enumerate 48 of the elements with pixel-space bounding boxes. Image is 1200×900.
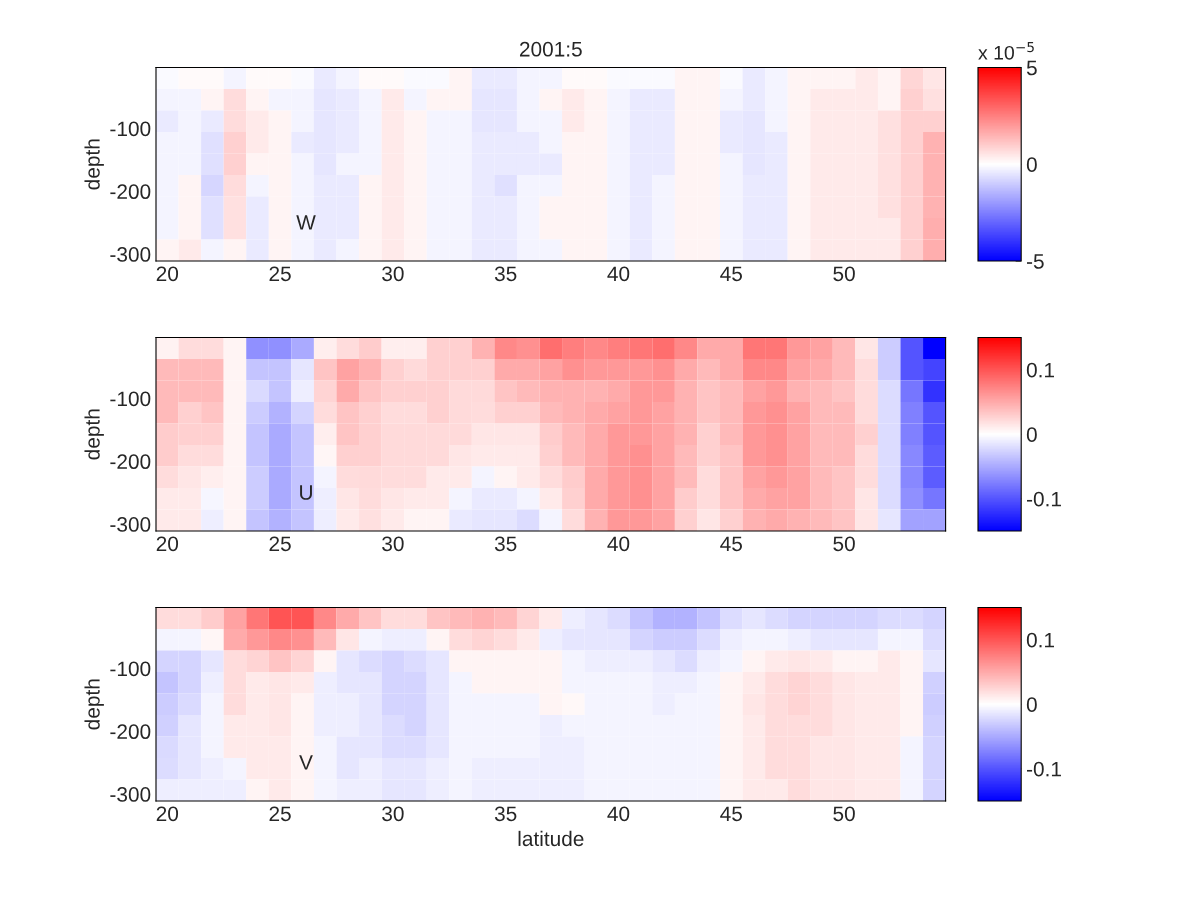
annotation: U — [300, 485, 312, 500]
x-tick-label: 50 — [833, 806, 855, 822]
x-tick-label: 20 — [156, 806, 179, 822]
x-tick-label: 40 — [607, 536, 630, 552]
x-tick-label: 30 — [382, 806, 404, 822]
color-bar-label: 0 — [1026, 427, 1037, 442]
color-bar-label: -0.1 — [1026, 491, 1061, 507]
x-tick-label: 25 — [269, 806, 291, 822]
annotation: W — [296, 215, 316, 230]
y-axis-title: depth — [84, 409, 104, 460]
y-tick-label: -300 — [110, 787, 151, 802]
x-tick-label: 45 — [720, 536, 742, 552]
y-tick-label: -100 — [110, 391, 151, 407]
x-tick-label: 30 — [382, 536, 404, 552]
color-bar-label: 5 — [1026, 60, 1037, 76]
x-tick-label: 35 — [494, 806, 517, 822]
x-tick-label: 40 — [607, 266, 630, 282]
x-tick-label: 50 — [833, 266, 855, 282]
color-bar-label: 0 — [1026, 157, 1037, 172]
color-bar-label: 0.1 — [1026, 362, 1055, 378]
y-tick-label: -200 — [110, 454, 151, 470]
color-bar-label: 0 — [1026, 697, 1037, 712]
x-tick-label: 25 — [269, 266, 291, 282]
y-tick-label: -200 — [110, 184, 151, 200]
y-tick-label: -100 — [110, 121, 151, 137]
x-tick-label: 30 — [382, 266, 404, 282]
chart-title: 2001:5 — [519, 41, 582, 57]
color-bar-label: 0.1 — [1026, 632, 1055, 648]
color-bar-label: -0.1 — [1026, 761, 1061, 777]
x-tick-label: 40 — [607, 806, 630, 822]
x-tick-label: 45 — [720, 266, 742, 282]
x-axis-title: latitude — [518, 830, 584, 847]
color-bar-label: -5 — [1026, 254, 1044, 269]
y-tick-label: -200 — [110, 724, 151, 740]
x-tick-label: 35 — [494, 266, 517, 282]
y-axis-title: depth — [84, 139, 104, 190]
x-tick-label: 50 — [833, 536, 855, 552]
annotation: V — [299, 755, 313, 770]
color-bar-title: x 10$^{−5}$ — [978, 42, 1034, 60]
x-tick-label: 20 — [156, 266, 179, 282]
x-tick-label: 35 — [494, 536, 517, 552]
y-tick-label: -300 — [110, 247, 151, 262]
x-tick-label: 20 — [156, 536, 179, 552]
y-axis-title: depth — [84, 679, 104, 730]
x-tick-label: 25 — [269, 536, 291, 552]
x-tick-label: 45 — [720, 806, 742, 822]
y-tick-label: -300 — [110, 517, 151, 532]
y-tick-label: -100 — [110, 661, 151, 677]
